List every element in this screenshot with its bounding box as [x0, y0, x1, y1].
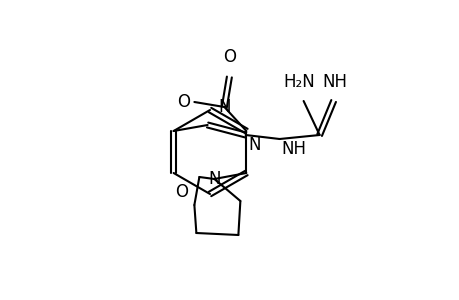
Text: N: N	[207, 170, 220, 188]
Text: O: O	[223, 48, 235, 66]
Text: NH: NH	[281, 140, 306, 158]
Text: NH: NH	[321, 73, 347, 91]
Text: N: N	[218, 98, 230, 116]
Text: H₂N: H₂N	[283, 73, 315, 91]
Text: O: O	[174, 183, 187, 201]
Text: N: N	[248, 136, 261, 154]
Text: O: O	[177, 93, 190, 111]
